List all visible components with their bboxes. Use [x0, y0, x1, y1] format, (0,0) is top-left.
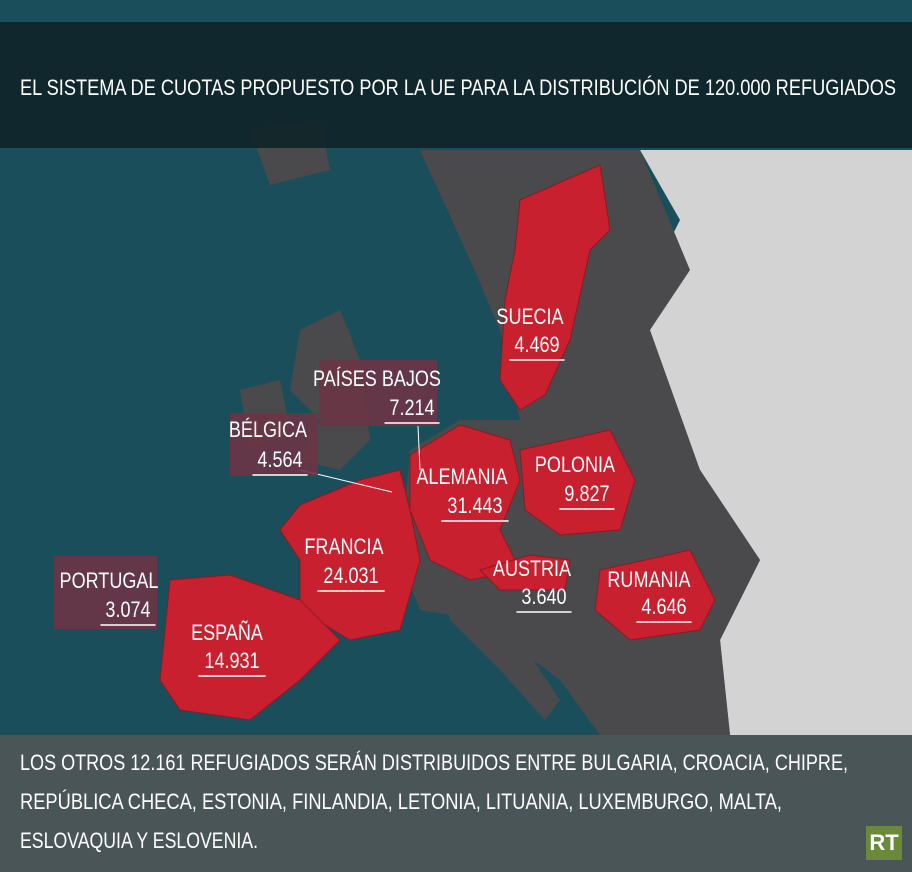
country-quota: 14.931: [204, 649, 259, 673]
romania: [594, 549, 716, 641]
label-box: [54, 556, 157, 629]
country-name: PAÍSES BAJOS: [313, 366, 441, 391]
country-labels: SUECIA 4.469 PAÍSES BAJOS 7.214 BÉLGICA 4.564…: [54, 305, 692, 677]
country-quota: 31.443: [447, 494, 502, 518]
russia: [620, 150, 912, 735]
country-name: FRANCIA: [304, 535, 384, 559]
country-quota: 7.214: [389, 396, 434, 420]
map: [159, 120, 912, 735]
footer-line: ESLOVAQUIA Y ESLOVENIA.: [20, 828, 258, 853]
country-quota: 4.646: [641, 595, 686, 619]
country-quota: 24.031: [323, 564, 378, 588]
country-quota: 4.469: [514, 333, 559, 357]
logo-box: [866, 826, 902, 860]
leader-line: [417, 425, 421, 471]
austria: [479, 554, 571, 591]
country-quota: 3.074: [105, 598, 150, 622]
country-name: ALEMANIA: [416, 465, 508, 489]
label-box: [230, 413, 318, 476]
germany: [409, 424, 521, 581]
footer-line: REPÚBLICA CHECA, ESTONIA, FINLANDIA, LET…: [20, 789, 782, 814]
country-name: PORTUGAL: [60, 569, 159, 593]
italy: [440, 580, 560, 720]
country-name: ESPAÑA: [191, 619, 263, 645]
country-name: BÉLGICA: [229, 417, 308, 442]
spain: [159, 574, 341, 721]
country-quota: 3.640: [521, 585, 566, 609]
france: [279, 469, 421, 641]
footer-band: [0, 735, 912, 872]
title-band: [0, 22, 912, 148]
logo: RT: [869, 830, 899, 855]
country-quota: 4.564: [257, 448, 302, 472]
country-quota: 9.827: [564, 482, 609, 506]
title: EL SISTEMA DE CUOTAS PROPUESTO POR LA UE…: [20, 75, 896, 100]
country-name: POLONIA: [535, 453, 616, 477]
label-box: [319, 360, 437, 426]
footer-line: LOS OTROS 12.161 REFUGIADOS SERÁN DISTRI…: [20, 750, 848, 775]
sweden: [499, 164, 611, 411]
country-name: RUMANIA: [607, 568, 691, 592]
country-name: AUSTRIA: [493, 557, 572, 581]
country-name: SUECIA: [496, 305, 564, 329]
